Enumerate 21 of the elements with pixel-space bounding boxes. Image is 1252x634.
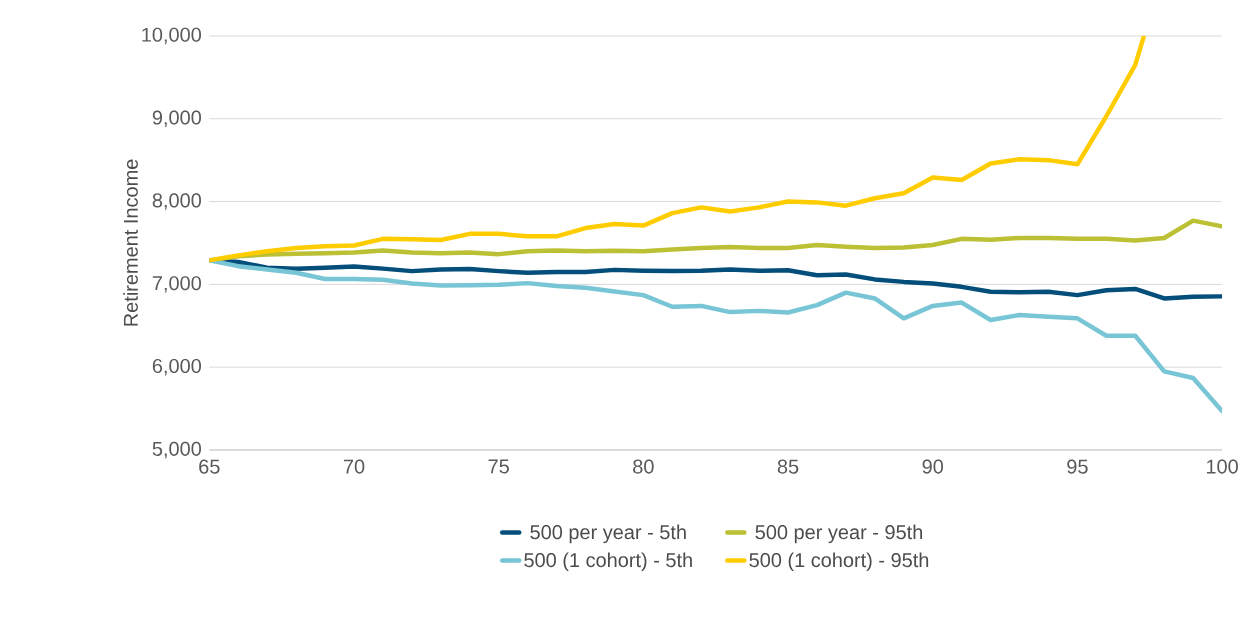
y-tick-label: 6,000 (152, 359, 202, 376)
y-tick-label: 9,000 (152, 110, 202, 128)
x-tick-label: 75 (488, 459, 509, 474)
y-tick-label: 5,000 (152, 441, 202, 459)
x-tick-label: 80 (633, 459, 654, 474)
line-series (209, 36, 1147, 263)
legend-label: 500 per year - 5th (530, 524, 686, 544)
y-axis-title: Retirement Income (123, 159, 138, 326)
legend-label: 500 per year - 95th (755, 524, 923, 544)
x-tick-label: 65 (199, 459, 220, 474)
y-tick-label: 8,000 (152, 193, 202, 210)
x-tick-label: 95 (1067, 459, 1088, 474)
legend-label: 500 (1 cohort) - 95th (749, 552, 929, 572)
y-tick-label: 10,000 (142, 27, 202, 45)
y-tick-label: 7,000 (152, 276, 202, 293)
line-series (209, 258, 1223, 414)
x-tick-label: 90 (922, 459, 944, 474)
x-tick-label: 70 (343, 459, 365, 474)
x-tick-label: 100 (1206, 459, 1238, 474)
x-tick-label: 85 (777, 459, 799, 474)
legend-label: 500 (1 cohort) - 5th (524, 552, 692, 572)
